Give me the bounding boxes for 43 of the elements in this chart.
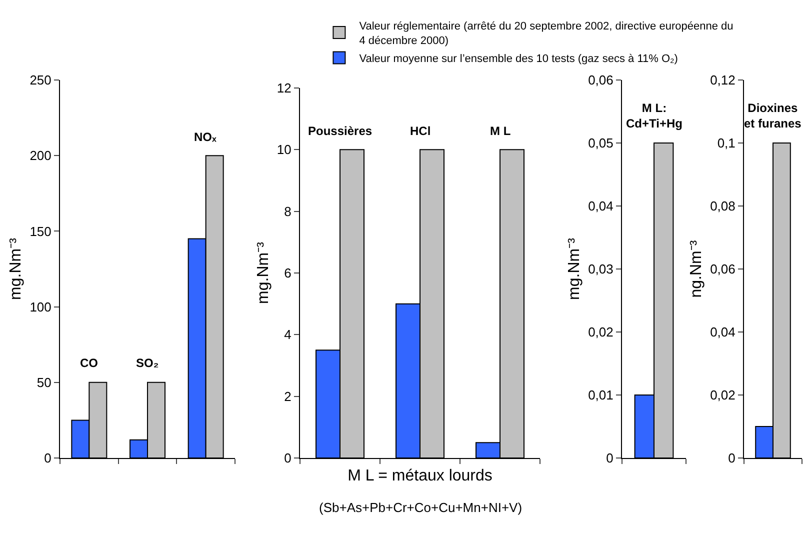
y-tick-label: 8 <box>284 204 292 219</box>
category-label: Dioxines et furanes <box>744 101 802 131</box>
category-label: Poussières <box>308 124 372 138</box>
y-tick-label: 0,05 <box>588 136 614 151</box>
category-label: CO <box>80 356 98 370</box>
category-label: SO₂ <box>136 356 159 370</box>
y-tick-label: 100 <box>30 299 52 314</box>
y-tick-label: 0 <box>728 450 736 466</box>
y-axis-title: mg.Nm⁻³ <box>8 237 25 300</box>
y-tick-label: 0,02 <box>710 388 736 403</box>
y-tick-label: 2 <box>284 388 292 404</box>
y-tick-label: 0,06 <box>710 262 736 277</box>
y-tick-label: 4 <box>284 327 292 342</box>
y-tick-label: 0,03 <box>588 262 614 277</box>
y-tick-label: 150 <box>30 224 52 239</box>
y-tick-label: 0,02 <box>588 324 614 340</box>
y-tick-label: 0 <box>606 450 614 466</box>
y-tick-label: 0,01 <box>588 388 614 403</box>
category-label: M L: Cd+Ti+Hg <box>626 101 682 131</box>
y-tick-label: 0,04 <box>710 324 736 340</box>
y-axis-title: mg.Nm⁻³ <box>254 241 272 304</box>
y-tick-label: 250 <box>30 72 52 88</box>
y-tick-label: 0 <box>284 450 292 466</box>
y-axis-title: ng.Nm⁻³ <box>688 240 705 298</box>
legend-label: Valeur moyenne sur l’ensemble des 10 tests (gaz secs à 11% O₂) <box>359 53 678 66</box>
y-tick-label: 0,08 <box>710 198 736 214</box>
x-axis-title: M L = métaux lourds <box>348 468 492 485</box>
y-tick-label: 6 <box>284 266 292 281</box>
category-label: NOₓ <box>194 130 216 144</box>
y-axis-title: mg.Nm⁻³ <box>566 237 583 300</box>
y-tick-label: 200 <box>30 148 52 164</box>
category-label: HCl <box>410 124 431 138</box>
y-tick-label: 12 <box>276 80 292 96</box>
category-label: M L <box>490 124 511 138</box>
y-tick-label: 0,04 <box>588 198 614 214</box>
y-tick-label: 0 <box>44 450 52 466</box>
y-tick-label: 50 <box>36 374 52 390</box>
legend-label: Valeur réglementaire (arrêté du 20 septembre 2002, directive européenne du 4 décembre 2000) <box>359 20 734 47</box>
y-tick-label: 0,06 <box>588 72 614 88</box>
y-tick-label: 0,12 <box>710 72 736 88</box>
y-tick-label: 0,1 <box>717 136 736 151</box>
text: (Sb+As+Pb+Cr+Co+Cu+Mn+NI+V) <box>319 500 522 515</box>
y-tick-label: 10 <box>276 142 292 158</box>
